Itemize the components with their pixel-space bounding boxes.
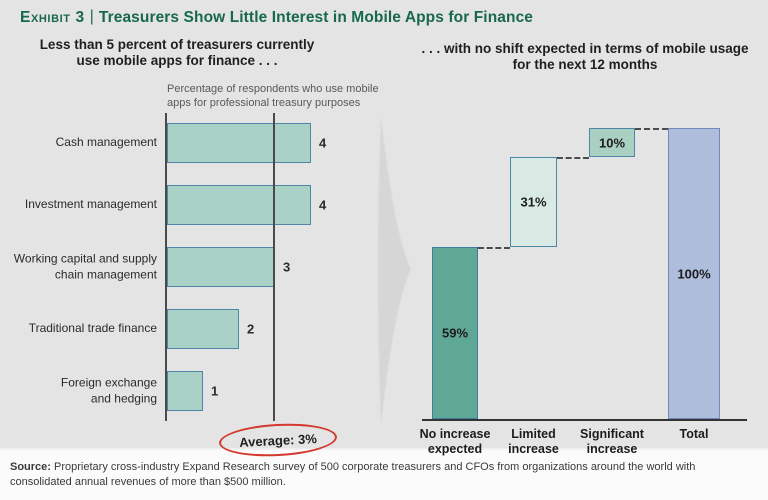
left-chart-axis-note: Percentage of respondents who use mobile… [167, 83, 379, 110]
waterfall-connector [635, 128, 668, 130]
value-label: 4 [319, 197, 327, 213]
usage-bar [167, 185, 311, 225]
value-label: 1 [211, 383, 219, 399]
right-chart-subtitle: . . . with no shift expected in terms of… [421, 41, 749, 73]
usage-bar [167, 309, 239, 349]
source-label: Source: [10, 461, 51, 473]
waterfall-bar [510, 157, 557, 248]
left-chart-subtitle: Less than 5 percent of treasurers curren… [39, 37, 315, 69]
waterfall-connector [557, 157, 589, 160]
x-axis-label: Significant increase [580, 427, 644, 456]
exhibit-number: Exhibit 3 [20, 9, 85, 26]
x-axis-label: Total [679, 427, 709, 441]
category-label: Investment management [24, 197, 157, 212]
average-reference-line [273, 113, 275, 421]
waterfall-connector [478, 247, 510, 250]
value-label: 2 [247, 321, 255, 337]
usage-bar [167, 371, 203, 411]
category-label: Foreign exchange and hedging [60, 375, 157, 405]
x-axis-label: No increase expected [419, 427, 491, 456]
y-axis-line [165, 113, 167, 421]
waterfall-bar [589, 128, 635, 158]
usage-bar [167, 123, 311, 163]
x-axis-line [422, 419, 747, 421]
header-separator-bar: | [89, 8, 94, 25]
category-label: Cash management [55, 135, 157, 150]
usage-bar [167, 247, 275, 287]
source-note: Source: Proprietary cross-industry Expan… [10, 460, 734, 490]
percent-label: 59% [441, 325, 469, 341]
category-label: Traditional trade finance [28, 321, 157, 336]
percent-label: 100% [677, 266, 711, 281]
waterfall-bar [668, 128, 720, 419]
percent-label: 31% [520, 194, 547, 210]
exhibit-title: Treasurers Show Little Interest in Mobil… [98, 9, 534, 26]
waterfall-bar [432, 247, 478, 419]
percent-label: 10% [598, 135, 626, 151]
value-label: 3 [283, 259, 291, 275]
exhibit-header: Exhibit 3 | Treasurers Show Little Interes… [20, 8, 534, 27]
source-text: Proprietary cross-industry Expand Resear… [10, 461, 696, 488]
x-axis-label: Limited increase [508, 427, 559, 456]
category-label: Working capital and supply chain managem… [13, 251, 157, 281]
value-label: 4 [319, 135, 327, 151]
